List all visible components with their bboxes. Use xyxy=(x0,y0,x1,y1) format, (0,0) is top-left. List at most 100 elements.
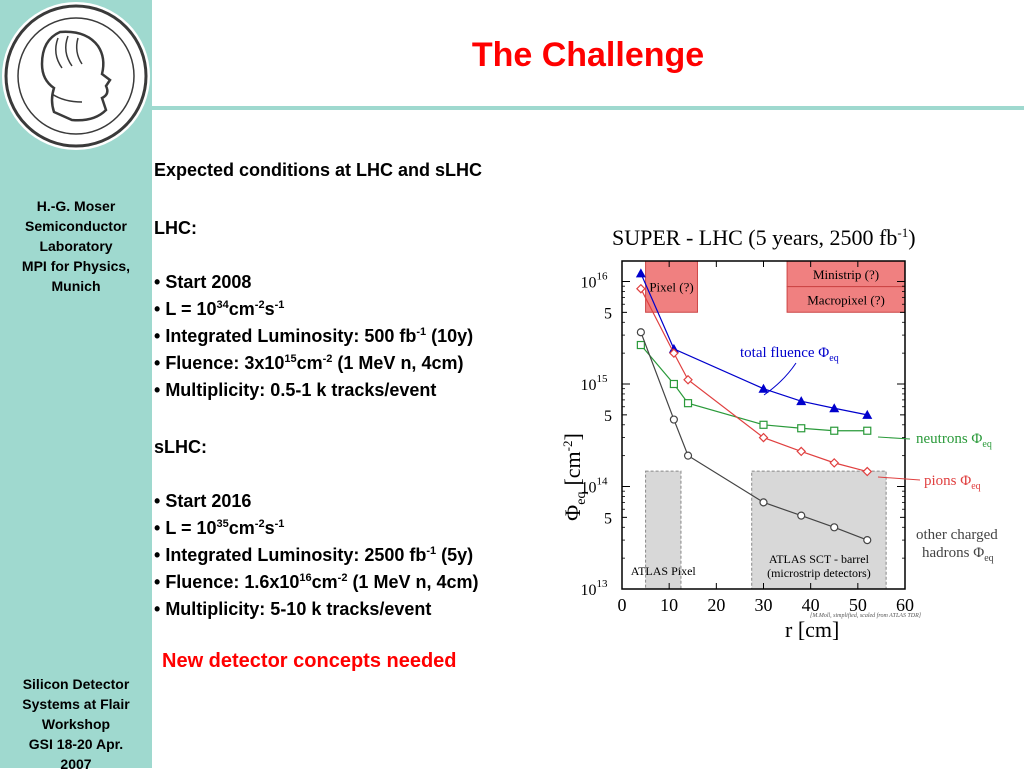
data-point xyxy=(683,374,693,385)
fluence-chart: Pixel (?) Ministrip (?) Macropixel (?) ATLA… xyxy=(560,225,998,642)
exponent: -2 xyxy=(254,299,265,311)
bullet-text: cm xyxy=(228,518,255,538)
workshop-line: GSI 18-20 Apr. xyxy=(28,736,124,752)
slhc-bullet-multiplicity: • Multiplicity: 5-10 k tracks/event xyxy=(154,599,432,619)
bullet-text: Integrated Luminosity: 500 fb xyxy=(165,326,417,346)
bullet-text: cm xyxy=(311,572,338,592)
author-line: MPI for Physics, xyxy=(21,258,131,274)
workshop-line: Systems at Flair xyxy=(22,696,130,712)
bullet-text: Fluence: 1.6x10 xyxy=(165,572,300,592)
author-line: Munich xyxy=(51,278,101,294)
slhc-label: sLHC: xyxy=(154,437,207,457)
exponent: -1 xyxy=(416,326,427,338)
y-tick-label: 1013 xyxy=(581,578,609,599)
exponent: -2 xyxy=(337,572,348,584)
y-axis-label: Φeq[cm-2] xyxy=(560,433,589,521)
lhc-bullet-multiplicity: • Multiplicity: 0.5-1 k tracks/event xyxy=(154,380,437,400)
bullet-text: Multiplicity: 0.5-1 k tracks/event xyxy=(165,380,437,400)
data-point xyxy=(797,511,806,520)
bullet-text: Integrated Luminosity: 2500 fb xyxy=(165,545,427,565)
series-label: total fluence Φeq xyxy=(740,345,839,364)
data-point xyxy=(758,432,769,443)
slhc-bullet-fluence: • Fluence: 1.6x1016cm-2 (1 MeV n, 4cm) xyxy=(154,572,479,592)
region-label: Pixel (?) xyxy=(649,280,693,295)
source-note: [M.Moll, simplified, scaled from ATLAS T… xyxy=(810,612,922,619)
bullet-text: s xyxy=(264,299,275,319)
data-point xyxy=(683,451,693,460)
x-tick-label: 60 xyxy=(896,595,914,615)
workshop-line: Workshop xyxy=(41,716,111,732)
region-label: ATLAS Pixel xyxy=(631,564,697,578)
data-point xyxy=(669,415,678,424)
bullet-text: (1 MeV n, 4cm) xyxy=(347,572,479,592)
slhc-bullet-integrated: • Integrated Luminosity: 2500 fb-1 (5y) xyxy=(154,545,474,565)
bullet-text: Start 2016 xyxy=(165,491,252,511)
region-label: ATLAS SCT - barrel xyxy=(769,552,870,566)
data-point xyxy=(829,458,840,468)
bullet-text: (5y) xyxy=(436,545,474,565)
author-line: Semiconductor xyxy=(25,218,127,234)
bullet-text: L = 10 xyxy=(165,518,217,538)
series-labels: total fluence Φeq neutrons Φeq pions Φeq ot… xyxy=(740,345,998,564)
y-tick-label: 5 xyxy=(604,408,612,425)
chart-title: SUPER - LHC (5 years, 2500 fb-1) xyxy=(612,225,916,250)
x-tick-label: 50 xyxy=(849,595,867,615)
y-tick-label: 1016 xyxy=(581,271,609,292)
y-tick-label: 5 xyxy=(604,305,612,322)
x-tick-label: 0 xyxy=(618,595,627,615)
exponent: -2 xyxy=(254,518,265,530)
exponent: -1 xyxy=(274,518,285,530)
lhc-bullet-start: • Start 2008 xyxy=(154,272,252,292)
axis-ticks: 0 10 20 30 40 50 60 1016 5 1015 5 1014 5 1013 xyxy=(581,261,914,615)
lhc-bullet-luminosity: • L = 1034cm-2s-1 xyxy=(154,299,285,319)
pions-pointer xyxy=(877,476,921,481)
series-label: other charged xyxy=(916,527,998,543)
x-tick-label: 40 xyxy=(802,595,820,615)
slhc-bullet-luminosity: • L = 1035cm-2s-1 xyxy=(154,518,285,538)
data-point xyxy=(797,424,806,433)
data-point xyxy=(758,383,769,393)
author-info: H.-G. Moser Semiconductor Laboratory MPI… xyxy=(0,196,152,296)
lhc-bullet-integrated: • Integrated Luminosity: 500 fb-1 (10y) xyxy=(154,326,474,346)
minerva-head-icon xyxy=(2,2,150,150)
bullet-text: cm xyxy=(296,353,323,373)
data-point xyxy=(863,426,872,435)
data-point xyxy=(829,403,840,413)
y-tick-label: 1014 xyxy=(581,476,609,497)
data-point xyxy=(759,420,768,429)
bullet-text: (10y) xyxy=(426,326,474,346)
data-point xyxy=(636,340,645,350)
title-divider xyxy=(152,106,1024,110)
lhc-bullet-fluence: • Fluence: 3x1015cm-2 (1 MeV n, 4cm) xyxy=(154,353,464,373)
series-label: neutrons Φeq xyxy=(916,431,992,450)
x-tick-label: 20 xyxy=(707,595,725,615)
bullet-text: Fluence: 3x10 xyxy=(165,353,285,373)
data-point xyxy=(635,268,646,278)
region-box xyxy=(786,286,906,313)
data-point xyxy=(636,328,645,337)
exponent: 15 xyxy=(284,353,297,365)
author-line: H.-G. Moser xyxy=(36,198,116,214)
y-tick-label: 5 xyxy=(604,510,612,527)
neutrons-pointer xyxy=(877,436,911,440)
slide-title: The Challenge xyxy=(471,36,705,74)
exponent: -1 xyxy=(274,299,285,311)
data-point xyxy=(862,466,873,477)
region-label: Macropixel (?) xyxy=(807,292,885,307)
lhc-label: LHC: xyxy=(154,218,197,238)
data-point xyxy=(636,283,646,294)
region-label: (microstrip detectors) xyxy=(767,566,871,580)
bullet-text: Multiplicity: 5-10 k tracks/event xyxy=(165,599,432,619)
data-point xyxy=(759,498,768,507)
region-box xyxy=(645,470,682,590)
data-point xyxy=(683,399,693,408)
series-label: hadrons Φeq xyxy=(922,545,994,564)
data-point xyxy=(863,535,872,545)
slhc-bullet-start: • Start 2016 xyxy=(154,491,252,511)
data-series xyxy=(635,268,873,545)
total-fluence-pointer xyxy=(763,362,797,396)
conclusion-text: New detector concepts needed xyxy=(162,650,457,672)
bullet-text: cm xyxy=(228,299,255,319)
exponent: 34 xyxy=(216,299,229,311)
workshop-info: Silicon Detector Systems at Flair Worksh… xyxy=(0,674,152,774)
